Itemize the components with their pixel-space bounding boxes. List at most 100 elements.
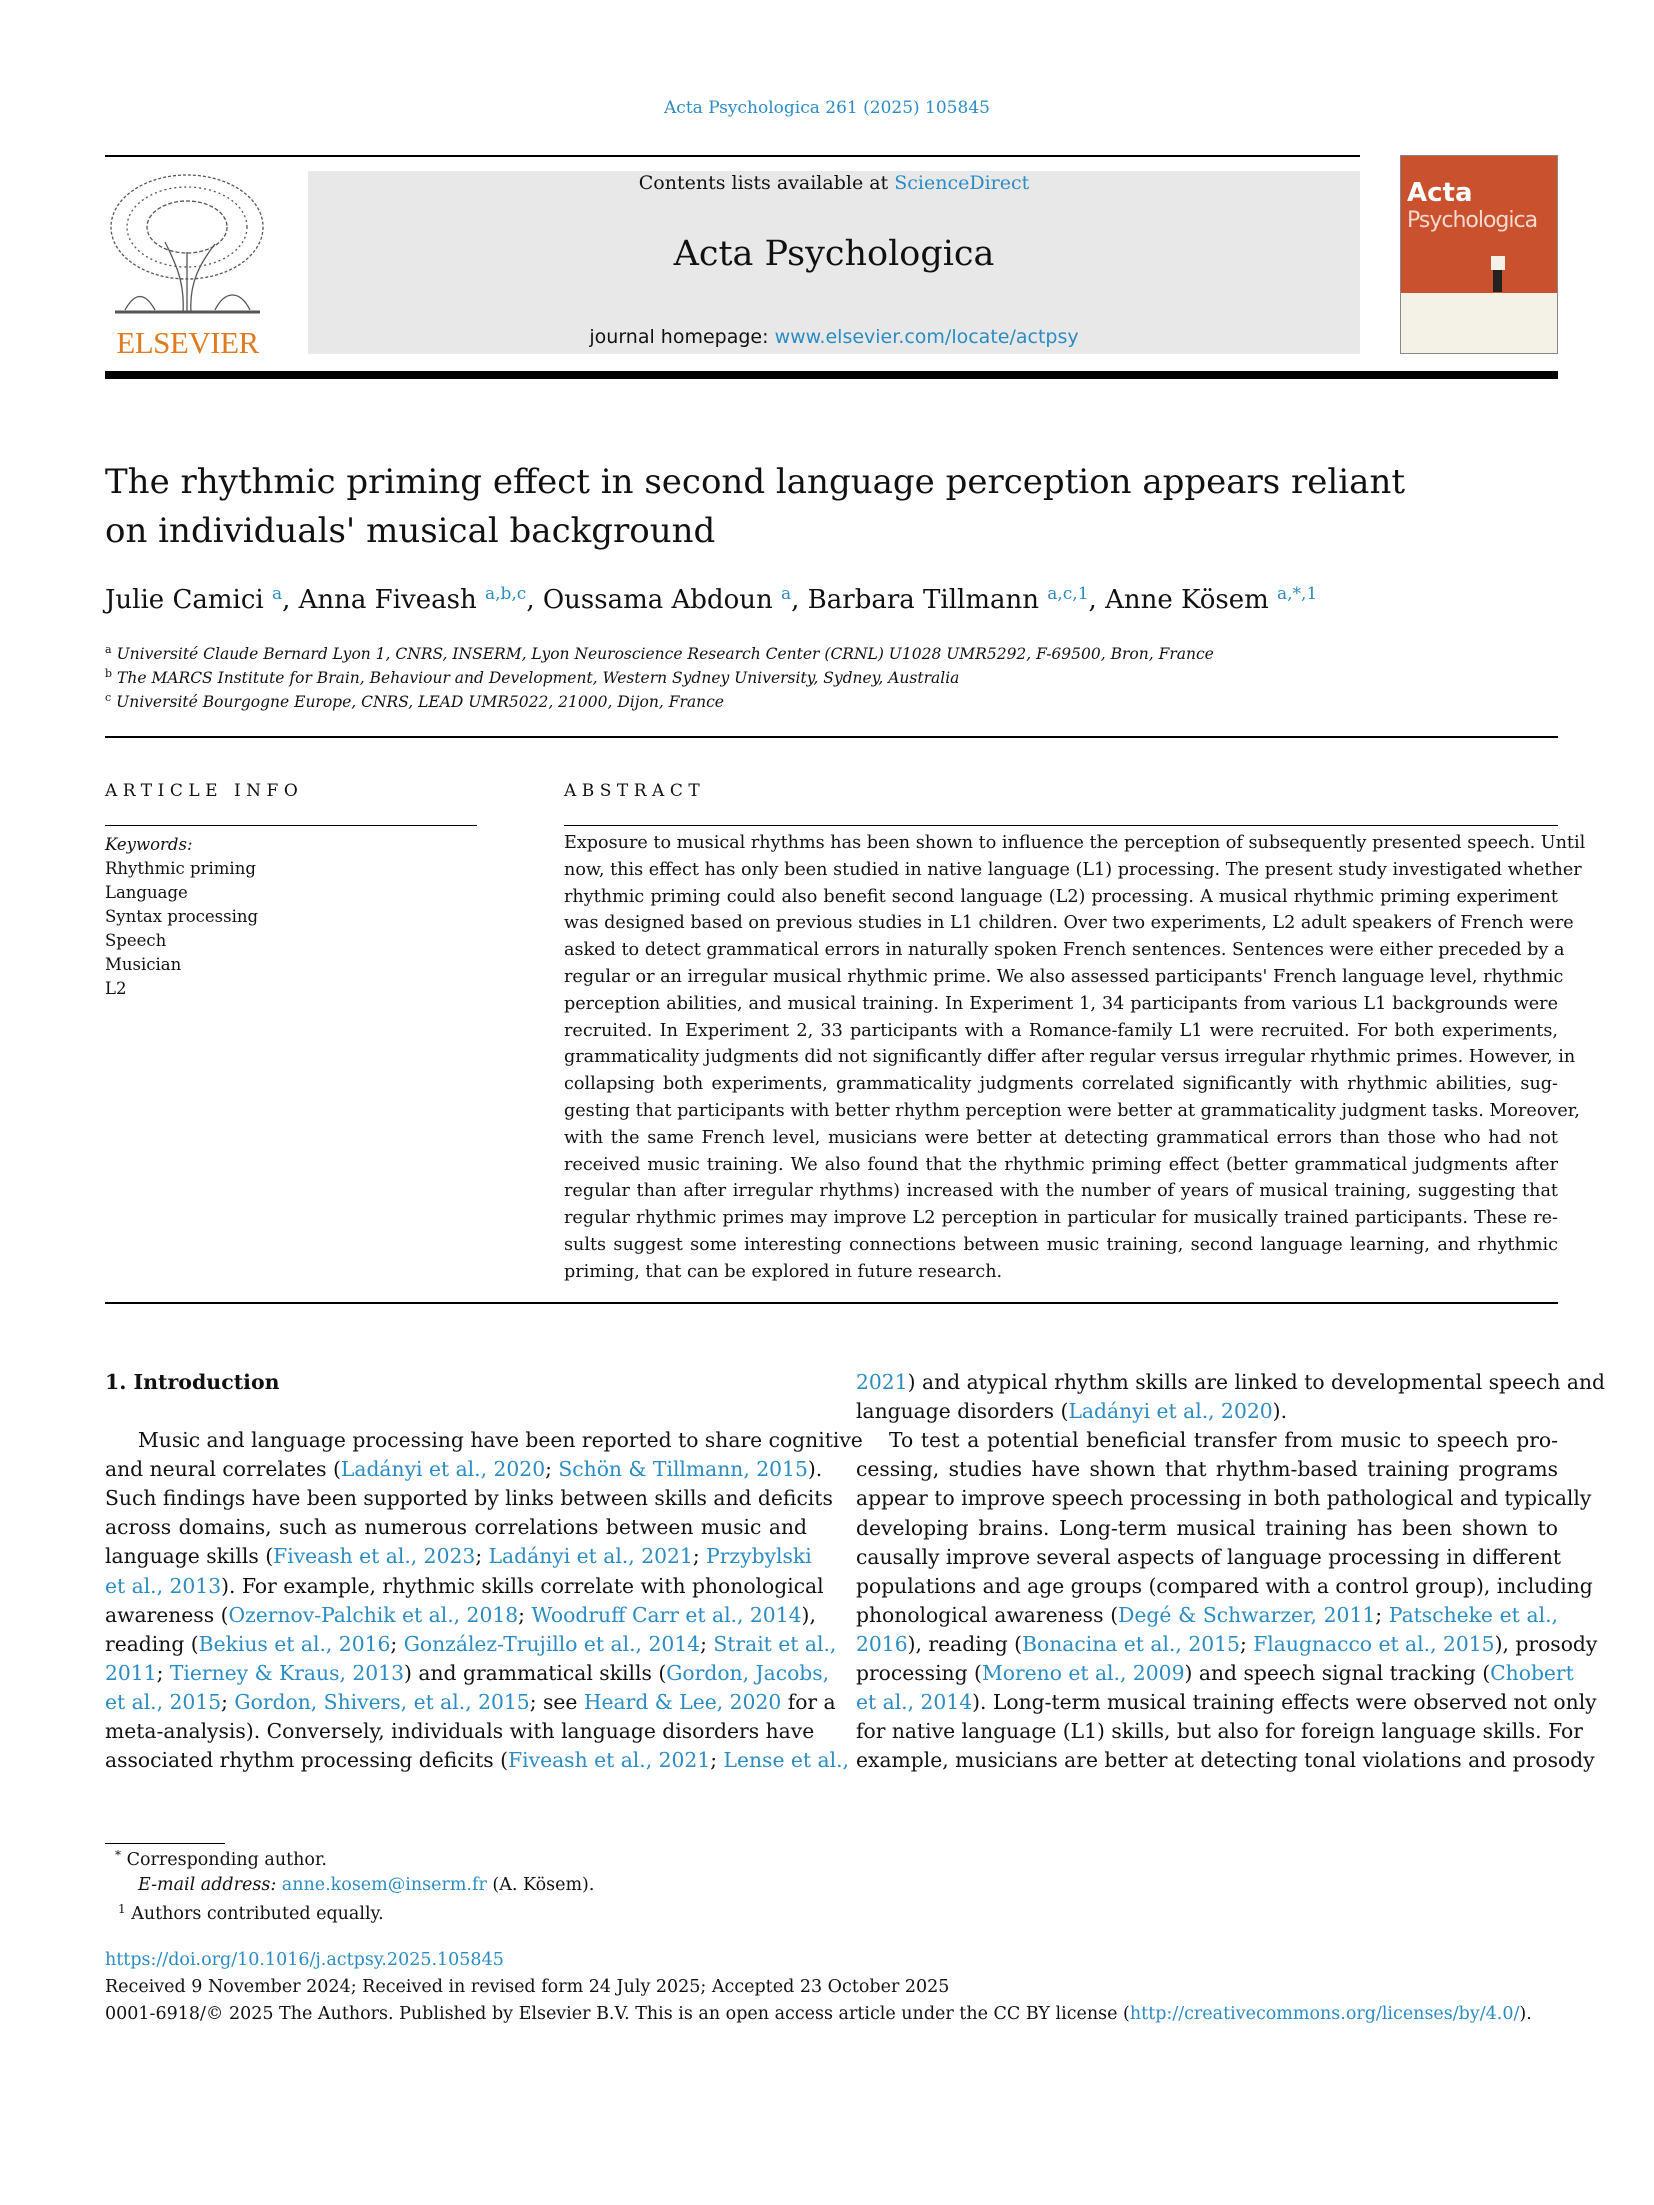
affiliation: b The MARCS Institute for Brain, Behaviou… (105, 667, 959, 687)
citation-link[interactable]: Fiveash et al., 2021 (508, 1748, 711, 1773)
citation-link[interactable]: Przybylski (706, 1544, 812, 1569)
article-info-heading: ARTICLE INFO (105, 781, 304, 801)
section-rule (105, 736, 1558, 738)
affiliation-mark: a (105, 643, 112, 656)
text-line: processing (Moreno et al., 2009) and spe… (856, 1661, 1574, 1685)
citation-link[interactable]: et al., 2013 (105, 1573, 222, 1598)
license-link[interactable]: http://creativecommons.org/licenses/by/4… (1129, 2004, 1520, 2024)
citation-link[interactable]: Schön & Tillmann, 2015 (558, 1457, 808, 1482)
keyword: Syntax processing (105, 907, 259, 926)
text-line: associated rhythm processing deficits (F… (105, 1748, 849, 1773)
citation-link[interactable]: Chobert (1490, 1661, 1574, 1685)
author-name[interactable]: Anne Kösem (1105, 585, 1269, 615)
citation-link[interactable]: Patscheke et al., (1388, 1602, 1558, 1627)
citation-link[interactable]: et al., 2015 (105, 1689, 222, 1714)
citation-link[interactable]: 2011 (105, 1660, 157, 1685)
abstract-line: collapsing both experiments, grammatical… (564, 1074, 1558, 1095)
author-affiliation-marks[interactable]: a,c,1 (1047, 584, 1089, 604)
author-name[interactable]: Barbara Tillmann (807, 585, 1039, 615)
abstract-line: asked to detect grammatical errors in na… (564, 940, 1565, 961)
abstract-heading: ABSTRACT (564, 781, 706, 801)
keyword: Language (105, 883, 188, 902)
author-affiliation-marks[interactable]: a,b,c (484, 584, 527, 604)
author-name[interactable]: Julie Camici (105, 585, 264, 615)
author-separator: , (791, 585, 808, 615)
copyright-line: 0001-6918/© 2025 The Authors. Published … (105, 2004, 1532, 2024)
text-line: et al., 2014). Long-term musical trainin… (856, 1690, 1597, 1715)
citation-link[interactable]: Tierney & Kraus, 2013 (169, 1660, 405, 1685)
contents-label: Contents lists available at (638, 172, 895, 194)
affiliation: c Université Bourgogne Europe, CNRS, LEAD… (105, 691, 724, 711)
author-separator: , (282, 585, 299, 615)
citation-link[interactable]: 2021 (856, 1370, 908, 1394)
keyword: Rhythmic priming (105, 859, 256, 878)
abstract-line: sults suggest some interesting connectio… (564, 1235, 1558, 1255)
citation-link[interactable]: Gordon, Jacobs, (666, 1660, 830, 1685)
affiliation: a Université Claude Bernard Lyon 1, CNRS,… (105, 643, 1214, 663)
abstract-line: received music training. We also found t… (564, 1154, 1558, 1175)
abstract-line: Exposure to musical rhythms has been sho… (564, 833, 1586, 853)
citation-link[interactable]: Heard & Lee, 2020 (583, 1689, 782, 1714)
abstract-end-rule (105, 1302, 1558, 1304)
citation-link[interactable]: González-Trujillo et al., 2014 (403, 1631, 701, 1656)
text-line: causally improve several aspects of lang… (856, 1544, 1562, 1569)
citation-link[interactable]: Degé & Schwarzer, 2011 (1118, 1602, 1376, 1627)
citation-link[interactable]: Bekius et al., 2016 (198, 1631, 391, 1656)
doi-link[interactable]: https://doi.org/10.1016/j.actpsy.2025.10… (105, 1950, 504, 1970)
email-footnote: E-mail address: anne.kosem@inserm.fr (A.… (138, 1875, 595, 1895)
text-line: phonological awareness (Degé & Schwarzer… (856, 1602, 1558, 1627)
author-separator: , (526, 585, 543, 615)
citation-link[interactable]: Ozernov-Palchik et al., 2018 (228, 1602, 519, 1627)
abstract-line: grammaticality judgments did not signifi… (564, 1047, 1576, 1068)
author-name[interactable]: Anna Fiveash (298, 585, 477, 615)
keyword: L2 (105, 979, 127, 998)
top-rule (105, 155, 1360, 157)
sciencedirect-link[interactable]: ScienceDirect (894, 172, 1030, 194)
keyword: Speech (105, 931, 167, 950)
citation-link[interactable]: et al., 2014 (856, 1690, 973, 1715)
citation-link[interactable]: Ladányi et al., 2020 (340, 1457, 546, 1482)
text-line: meta-analysis). Conversely, individuals … (105, 1719, 815, 1743)
article-title: The rhythmic priming effect in second la… (105, 462, 1406, 551)
author-name[interactable]: Oussama Abdoun (542, 585, 773, 615)
journal-reference-link[interactable]: Acta Psychologica 261 (2025) 105845 (664, 98, 990, 118)
affiliation-mark: b (105, 667, 113, 680)
author-list: Julie Camici a, Anna Fiveash a,b,c, Ouss… (105, 584, 1317, 615)
abstract-line: regular than after irregular rhythms) in… (564, 1181, 1558, 1202)
citation-link[interactable]: 2016 (856, 1631, 908, 1656)
contents-line: Contents lists available at ScienceDirec… (308, 172, 1360, 194)
citation-link[interactable]: Moreno et al., 2009 (981, 1661, 1185, 1685)
citation-link[interactable]: Woodruff Carr et al., 2014 (531, 1602, 802, 1627)
citation-link[interactable]: Lense et al., (723, 1748, 849, 1773)
citation-link[interactable]: Gordon, Shivers, et al., 2015 (234, 1689, 530, 1714)
received-dates: Received 9 November 2024; Received in re… (105, 1977, 950, 1997)
text-line: Music and language processing have been … (138, 1428, 863, 1452)
author-affiliation-marks[interactable]: a,*,1 (1277, 584, 1318, 604)
text-line: and neural correlates (Ladányi et al., 2… (105, 1457, 823, 1482)
citation-link[interactable]: Flaugnacco et al., 2015 (1253, 1631, 1495, 1656)
author-affiliation-marks[interactable]: a (781, 584, 792, 604)
corresponding-footnote: * Corresponding author. (115, 1848, 327, 1870)
equal-contribution-footnote: 1 Authors contributed equally. (118, 1902, 384, 1924)
text-line: awareness (Ozernov-Palchik et al., 2018;… (105, 1602, 816, 1627)
elsevier-wordmark: ELSEVIER (116, 325, 259, 360)
keywords-label: Keywords: (105, 835, 193, 854)
citation-link[interactable]: Fiveash et al., 2023 (273, 1544, 476, 1569)
text-line: across domains, such as numerous correla… (105, 1515, 807, 1540)
text-line: 2016), reading (Bonacina et al., 2015; F… (856, 1631, 1598, 1656)
author-affiliation-marks[interactable]: a (271, 584, 283, 604)
citation-link[interactable]: Ladányi et al., 2020 (1068, 1399, 1273, 1424)
affiliation-mark: c (105, 691, 112, 704)
text-line: et al., 2015; Gordon, Shivers, et al., 2… (105, 1689, 836, 1714)
journal-cover-image: Acta Psychologica (1400, 155, 1558, 354)
citation-link[interactable]: Strait et al., (713, 1631, 837, 1656)
text-line: language skills (Fiveash et al., 2023; L… (105, 1544, 812, 1569)
abstract-line: rhythmic priming could also benefit seco… (564, 886, 1558, 907)
text-line: language disorders (Ladányi et al., 2020… (856, 1399, 1288, 1424)
citation-link[interactable]: Bonacina et al., 2015 (1022, 1631, 1240, 1656)
citation-link[interactable]: Ladányi et al., 2021 (488, 1544, 693, 1569)
keywords-list: Keywords: Rhythmic priming Language Syntax… (105, 833, 258, 1001)
homepage-link[interactable]: www.elsevier.com/locate/actpsy (774, 326, 1079, 348)
abstract-line: gesting that participants with better rh… (564, 1101, 1580, 1121)
email-link[interactable]: anne.kosem@inserm.fr (281, 1875, 487, 1895)
